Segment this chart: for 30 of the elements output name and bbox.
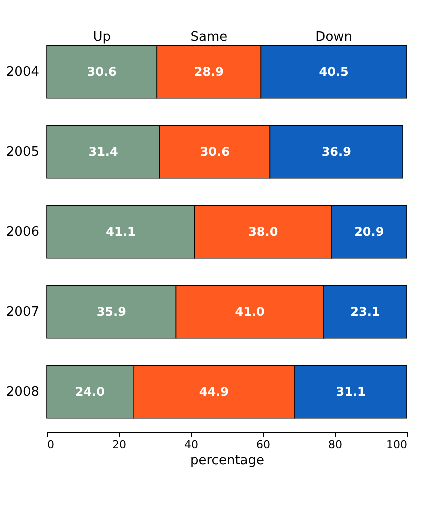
y-tick-label: 2005 [6,145,40,160]
data-label: 44.9 [199,385,230,399]
data-label: 31.4 [88,145,118,159]
x-tick-label: 60 [256,438,270,452]
y-tick-label: 2008 [6,385,40,400]
data-label: 40.5 [319,65,349,79]
data-label: 38.0 [248,225,278,239]
data-label: 35.9 [96,305,126,319]
y-tick-label: 2004 [6,65,40,80]
x-tick-label: 100 [386,438,408,452]
data-label: 36.9 [322,145,352,159]
y-tick-label: 2007 [6,305,40,320]
x-axis-title: percentage [190,454,265,468]
data-label: 41.0 [235,305,265,319]
series-label: Same [190,30,228,45]
x-tick-label: 20 [112,438,126,452]
data-label: 28.9 [194,65,224,79]
data-label: 23.1 [350,305,380,319]
data-label: 41.1 [106,225,136,239]
data-label: 31.1 [336,385,366,399]
series-label: Up [93,30,111,45]
x-tick-label: 40 [184,438,198,452]
x-tick-label: 0 [48,438,54,452]
y-tick-label: 2006 [6,225,40,240]
series-label: Down [316,30,353,45]
data-label: 24.0 [75,385,106,399]
x-tick-label: 80 [328,438,342,452]
data-label: 30.6 [200,145,230,159]
data-label: 30.6 [87,65,117,79]
data-label: 20.9 [354,225,384,239]
